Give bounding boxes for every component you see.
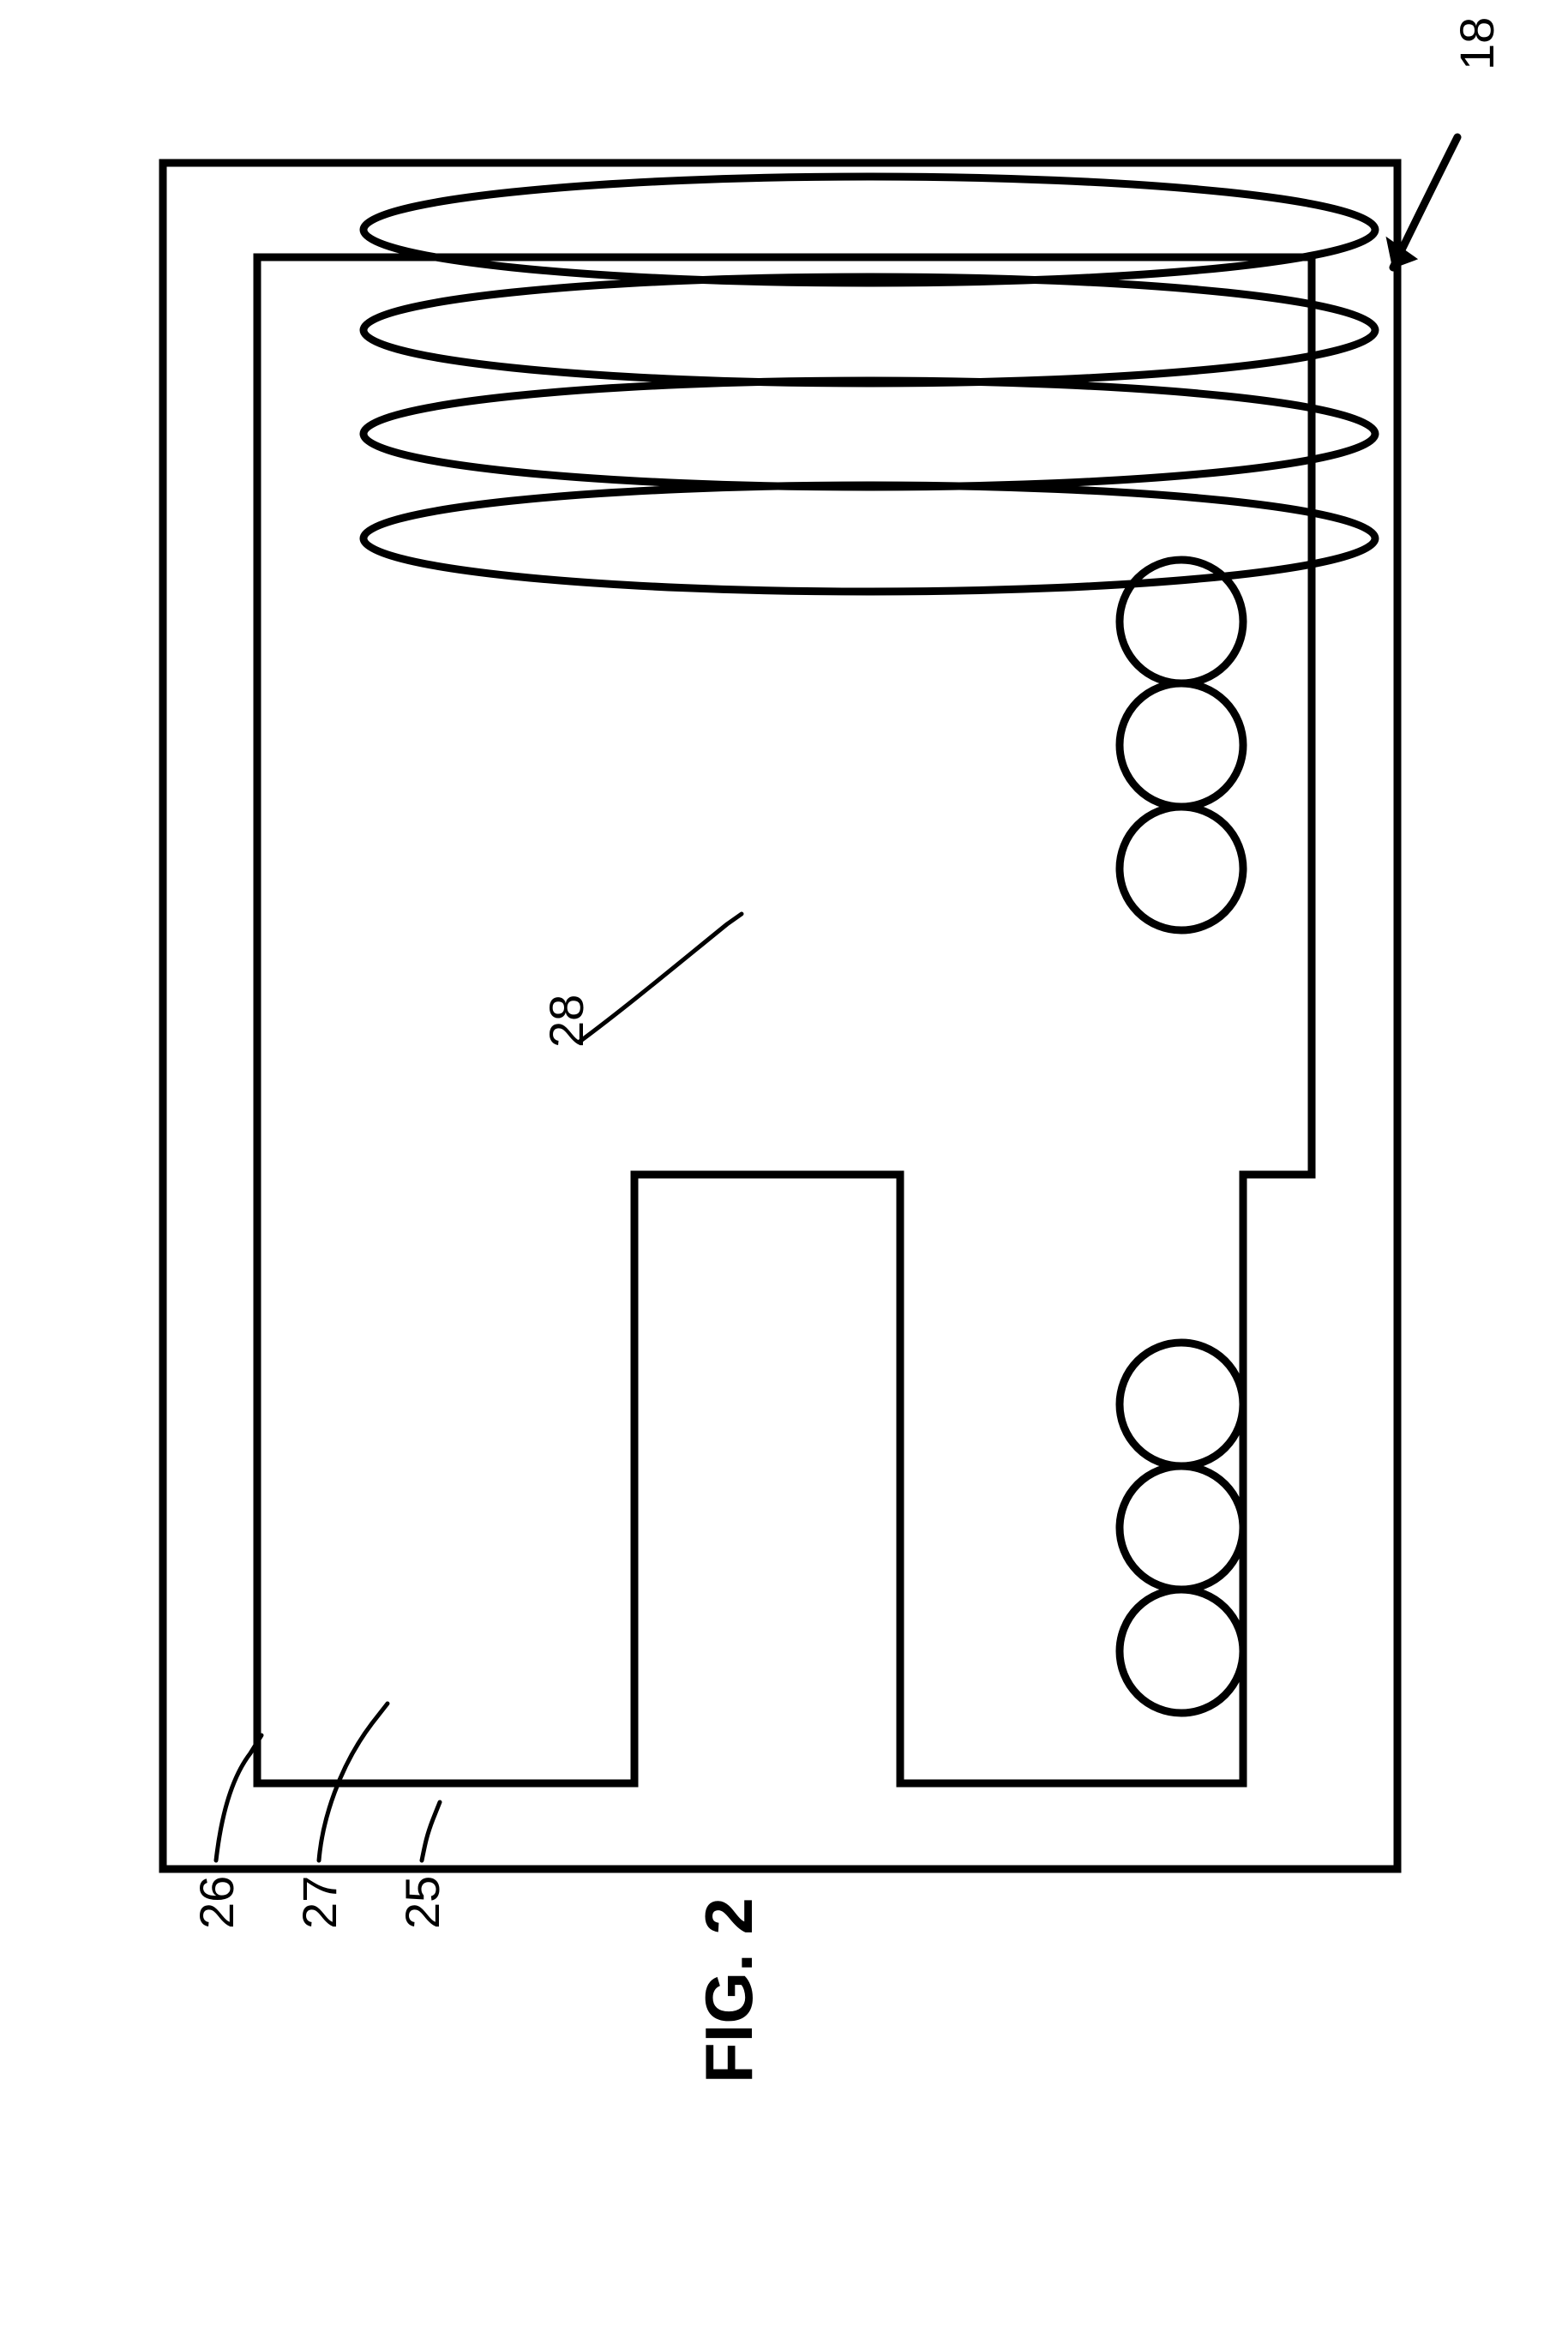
coil-ellipse-1 xyxy=(363,277,1375,383)
ref-label-26: 26 xyxy=(189,1876,244,1929)
winding-circle-group2-0 xyxy=(1120,1343,1243,1466)
coil-ellipse-0 xyxy=(363,177,1375,283)
winding-circle-group2-2 xyxy=(1120,1590,1243,1713)
figure-canvas: 18 26 27 25 28 FIG. 2 xyxy=(0,0,1568,2332)
winding-circle-group1-1 xyxy=(1120,683,1243,807)
ref-label-18: 18 xyxy=(1449,17,1505,70)
ref-label-25: 25 xyxy=(394,1876,450,1929)
ref-label-27: 27 xyxy=(291,1876,347,1929)
figure-svg xyxy=(0,0,1568,2332)
outer-box xyxy=(163,163,1397,1869)
winding-circle-group2-1 xyxy=(1120,1466,1243,1590)
leader-line-3 xyxy=(580,914,742,1042)
coil-ellipse-2 xyxy=(363,381,1375,487)
figure-caption: FIG. 2 xyxy=(690,1897,768,2083)
winding-circle-group1-2 xyxy=(1120,807,1243,930)
leader-line-2 xyxy=(422,1802,440,1860)
ref-arrow-curve-18 xyxy=(1393,137,1457,267)
ref-label-28: 28 xyxy=(538,995,594,1048)
